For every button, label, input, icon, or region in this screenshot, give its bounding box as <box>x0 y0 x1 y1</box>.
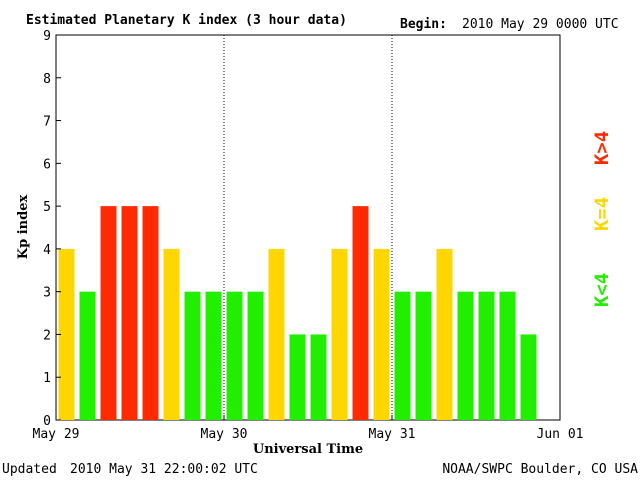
kp-bar <box>226 291 243 420</box>
updated-value: 2010 May 31 22:00:02 UTC <box>70 462 258 477</box>
kp-bar <box>58 248 75 420</box>
updated-label: Updated <box>2 462 57 477</box>
kp-bar <box>457 291 474 420</box>
y-axis-label: Kp index <box>16 195 31 260</box>
y-tick-label: 9 <box>43 29 51 44</box>
y-tick-label: 3 <box>43 286 51 301</box>
y-tick-label: 5 <box>43 200 51 215</box>
x-tick-label: May 29 <box>33 427 80 442</box>
y-tick-label: 4 <box>43 243 51 258</box>
begin-label: Begin: <box>400 17 447 32</box>
kp-bar <box>121 206 138 420</box>
x-tick-label: Jun 01 <box>537 427 584 442</box>
kp-bar <box>268 248 285 420</box>
kp-bar <box>520 334 537 420</box>
x-tick-label: May 30 <box>201 427 248 442</box>
x-axis-ticks: May 29 May 30 May 31 Jun 01 <box>33 415 584 442</box>
kp-bar <box>499 291 516 420</box>
y-tick-label: 2 <box>43 328 51 343</box>
legend-entry: K=4 <box>591 197 613 231</box>
y-tick-label: 8 <box>43 72 51 87</box>
kp-bar <box>79 291 96 420</box>
x-tick-label: May 31 <box>369 427 416 442</box>
y-tick-label: 1 <box>43 371 51 386</box>
kp-bar <box>310 334 327 420</box>
kp-bar <box>163 248 180 420</box>
kp-bar <box>415 291 432 420</box>
kp-bar <box>394 291 411 420</box>
y-tick-label: 7 <box>43 115 51 130</box>
legend-entry: K>4 <box>591 131 613 165</box>
kp-bar <box>100 206 117 420</box>
kp-bars <box>58 206 537 420</box>
legend: K<4 K=4 K>4 <box>591 131 613 307</box>
begin-value: 2010 May 29 0000 UTC <box>462 17 619 32</box>
kp-bar <box>436 248 453 420</box>
x-axis-label: Universal Time <box>253 442 363 457</box>
kp-bar <box>289 334 306 420</box>
y-axis-ticks: 0 1 2 3 4 5 6 7 8 9 <box>43 29 61 429</box>
kp-bar <box>352 206 369 420</box>
kp-bar <box>142 206 159 420</box>
day-boundary-lines <box>223 35 393 420</box>
kp-bar <box>247 291 264 420</box>
kp-bar <box>478 291 495 420</box>
kp-bar <box>331 248 348 420</box>
kp-bar <box>184 291 201 420</box>
y-tick-label: 6 <box>43 157 51 172</box>
plot-frame <box>55 34 561 421</box>
kp-bar <box>373 248 390 420</box>
source-credit: NOAA/SWPC Boulder, CO USA <box>442 462 638 477</box>
legend-entry: K<4 <box>591 273 613 307</box>
kp-bar <box>205 291 222 420</box>
y-tick-label: 0 <box>43 414 51 429</box>
chart-title: Estimated Planetary K index (3 hour data… <box>26 13 347 28</box>
